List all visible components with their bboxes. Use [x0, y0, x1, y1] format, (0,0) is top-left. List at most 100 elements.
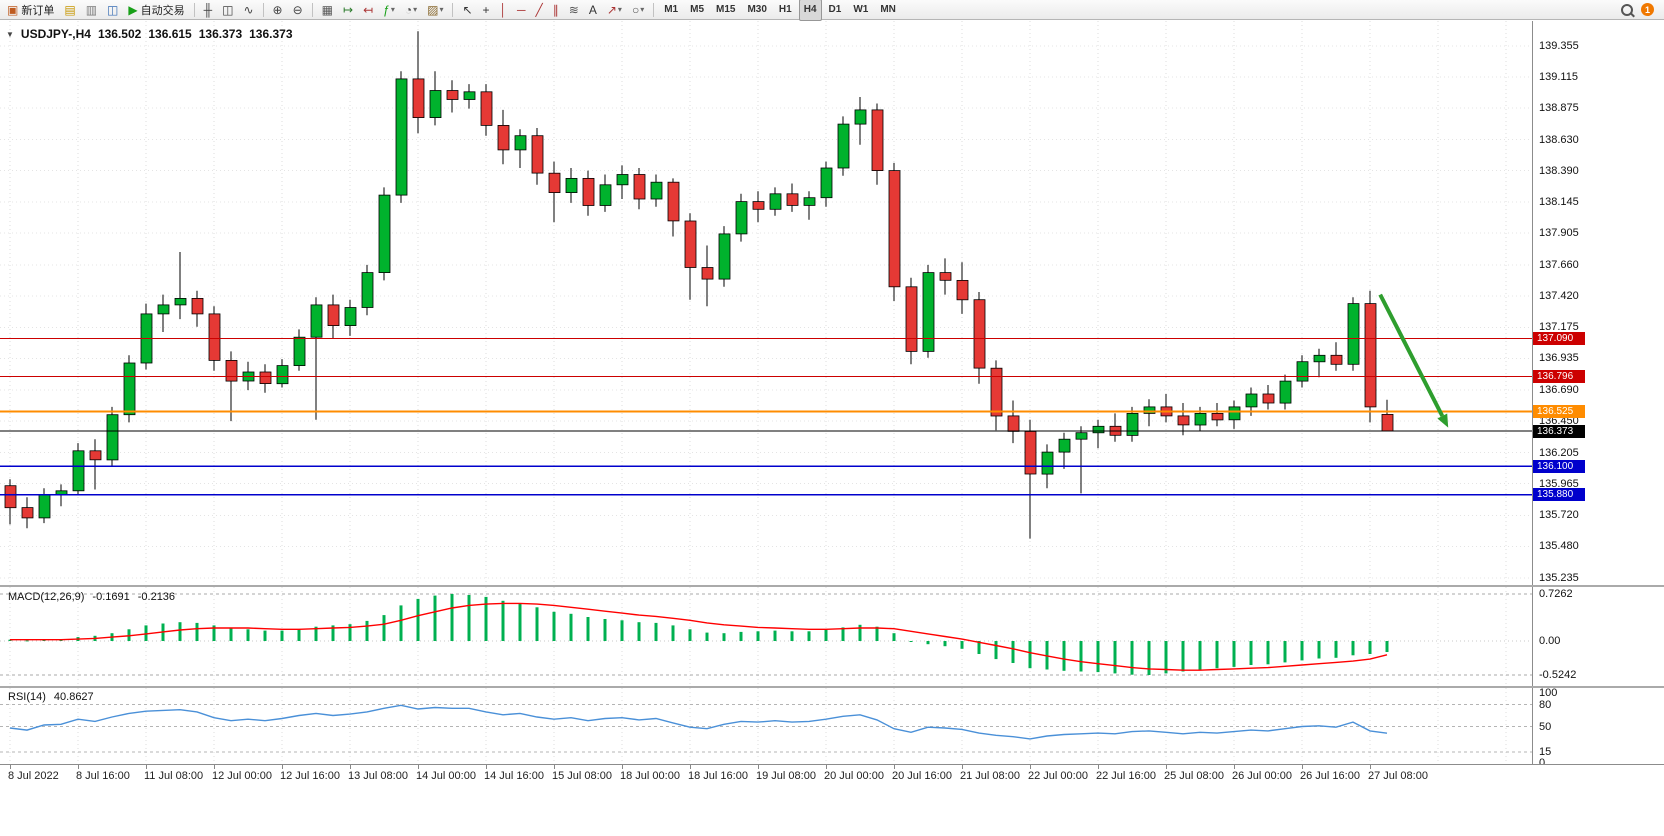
macd-value: -0.1691	[92, 591, 130, 603]
rsi-panel-canvas[interactable]	[0, 688, 1532, 764]
chart-shift-button[interactable]: ↤	[359, 0, 377, 20]
zoom-in-button[interactable]: ⊕	[269, 0, 287, 20]
chart-window-button[interactable]: ▤	[60, 0, 79, 20]
crosshair-button[interactable]: +	[479, 0, 494, 20]
bar-close-value: 136.373	[249, 27, 293, 41]
cursor-button[interactable]: ↖	[458, 0, 476, 20]
market-watch-button[interactable]: ◫	[103, 0, 122, 20]
timeframe-m5-button[interactable]: M5	[690, 4, 705, 15]
candlestick-chart-button[interactable]: ◫	[218, 0, 237, 20]
toolbar-group-drawing-tools: ↖ + │ ─ ╱ ∥ ≋ A ↗ ▾ ○ ▾	[457, 0, 649, 20]
indicators-icon: ƒ	[383, 2, 390, 17]
candle	[429, 90, 442, 119]
timeframe-mn-button[interactable]: MN	[880, 4, 896, 15]
candle	[752, 201, 765, 210]
periods-icon: ◔	[404, 2, 413, 17]
time-tick	[826, 765, 827, 769]
time-tick	[1234, 765, 1235, 769]
candle	[174, 297, 187, 306]
price-axis[interactable]: 139.355 139.115 138.875 138.630 138.390 138.1…	[1532, 21, 1664, 785]
shapes-button[interactable]: ○ ▾	[628, 0, 648, 20]
horizontal-line-button[interactable]: ─	[513, 0, 530, 20]
search-icon[interactable]	[1621, 3, 1633, 16]
channel-button[interactable]: ∥	[549, 0, 563, 20]
candle	[922, 272, 935, 352]
timeframe-d1-button[interactable]: D1	[828, 4, 842, 15]
macd-name: MACD(12,26,9)	[8, 591, 85, 603]
timeframe-m15-button[interactable]: M15	[716, 4, 736, 15]
time-axis-label: 8 Jul 16:00	[76, 770, 130, 782]
candle	[378, 194, 391, 274]
time-tick	[1166, 765, 1167, 769]
new-order-button-label: 新订单	[21, 4, 55, 17]
time-tick	[1302, 765, 1303, 769]
main-chart-canvas[interactable]	[0, 21, 1532, 585]
time-tick	[554, 765, 555, 769]
rsi-label: RSI(14) 40.8627	[8, 691, 94, 703]
time-axis-label: 14 Jul 16:00	[484, 770, 544, 782]
price-tick-label: 136.205	[1539, 447, 1579, 459]
time-tick	[1370, 765, 1371, 769]
auto-scroll-button[interactable]: ↦	[339, 0, 357, 20]
price-line-badge: 136.100	[1533, 460, 1585, 473]
market-watch-icon: ◫	[107, 2, 119, 17]
candle	[650, 181, 663, 200]
candle	[395, 78, 408, 196]
grid-layer	[0, 21, 1532, 585]
templates-button[interactable]: ▨ ▾	[423, 0, 447, 20]
time-axis[interactable]: 8 Jul 2022 8 Jul 16:00 11 Jul 08:00 12 Jul …	[0, 765, 1664, 786]
notification-badge[interactable]: 1	[1641, 3, 1654, 16]
candle	[701, 267, 714, 280]
candle	[905, 286, 918, 352]
panel-splitter-rsi[interactable]	[0, 686, 1664, 688]
price-tick-label: 137.420	[1539, 290, 1579, 302]
timeframe-m30-button[interactable]: M30	[747, 4, 767, 15]
zoom-in-icon: ⊕	[272, 2, 283, 17]
panel-splitter-macd[interactable]	[0, 585, 1664, 587]
candle	[106, 414, 119, 461]
vertical-line-button[interactable]: │	[496, 0, 512, 20]
new-order-button[interactable]: ▣ 新订单	[3, 0, 58, 20]
timeframe-h4-button[interactable]: H4	[798, 0, 822, 21]
macd-panel-canvas[interactable]	[0, 587, 1532, 686]
templates-icon: ▨	[427, 2, 439, 17]
fibonacci-button[interactable]: ≋	[565, 0, 583, 20]
rsi-axis-label: 100	[1539, 687, 1558, 699]
fibonacci-icon: ≋	[568, 2, 579, 17]
price-tick-label: 138.875	[1539, 102, 1579, 114]
candle	[871, 109, 884, 172]
indicators-button[interactable]: ƒ ▾	[379, 0, 399, 20]
candle	[888, 170, 901, 288]
candle	[1296, 361, 1309, 382]
down-arrow-object[interactable]	[1378, 293, 1449, 428]
tile-windows-button[interactable]: ▦	[318, 0, 337, 20]
profiles-button[interactable]: ▥	[82, 0, 101, 20]
trendline-button[interactable]: ╱	[532, 0, 547, 20]
bar-chart-button[interactable]: ╫	[200, 0, 217, 20]
chart-shift-icon: ↤	[363, 2, 374, 17]
price-tick-label: 137.660	[1539, 259, 1579, 271]
time-axis-label: 20 Jul 16:00	[892, 770, 952, 782]
time-axis-label: 15 Jul 08:00	[552, 770, 612, 782]
price-line-badge: 136.525	[1533, 405, 1585, 418]
candle	[276, 365, 289, 385]
time-axis-label: 22 Jul 16:00	[1096, 770, 1156, 782]
timeframe-h1-button[interactable]: H1	[778, 4, 792, 15]
time-axis-label: 18 Jul 16:00	[688, 770, 748, 782]
arrows-button[interactable]: ↗ ▾	[603, 0, 626, 20]
price-tick-label: 136.450	[1539, 415, 1579, 427]
candle	[157, 304, 170, 315]
toolbar-separator	[193, 2, 195, 17]
candle	[191, 297, 204, 315]
text-button[interactable]: A	[585, 0, 601, 20]
zoom-out-button[interactable]: ⊖	[289, 0, 307, 20]
timeframe-w1-button[interactable]: W1	[853, 4, 869, 15]
chevron-down-icon: ▾	[413, 5, 418, 14]
timeframe-m1-button[interactable]: M1	[664, 4, 679, 15]
collapse-chart-icon[interactable]: ▼	[6, 29, 14, 39]
price-tick-label: 137.905	[1539, 227, 1579, 239]
periods-button[interactable]: ◔ ▾	[401, 0, 421, 20]
line-chart-button[interactable]: ∿	[239, 0, 257, 20]
time-axis-label: 26 Jul 16:00	[1300, 770, 1360, 782]
auto-trading-button[interactable]: ▶ 自动交易	[124, 0, 188, 20]
